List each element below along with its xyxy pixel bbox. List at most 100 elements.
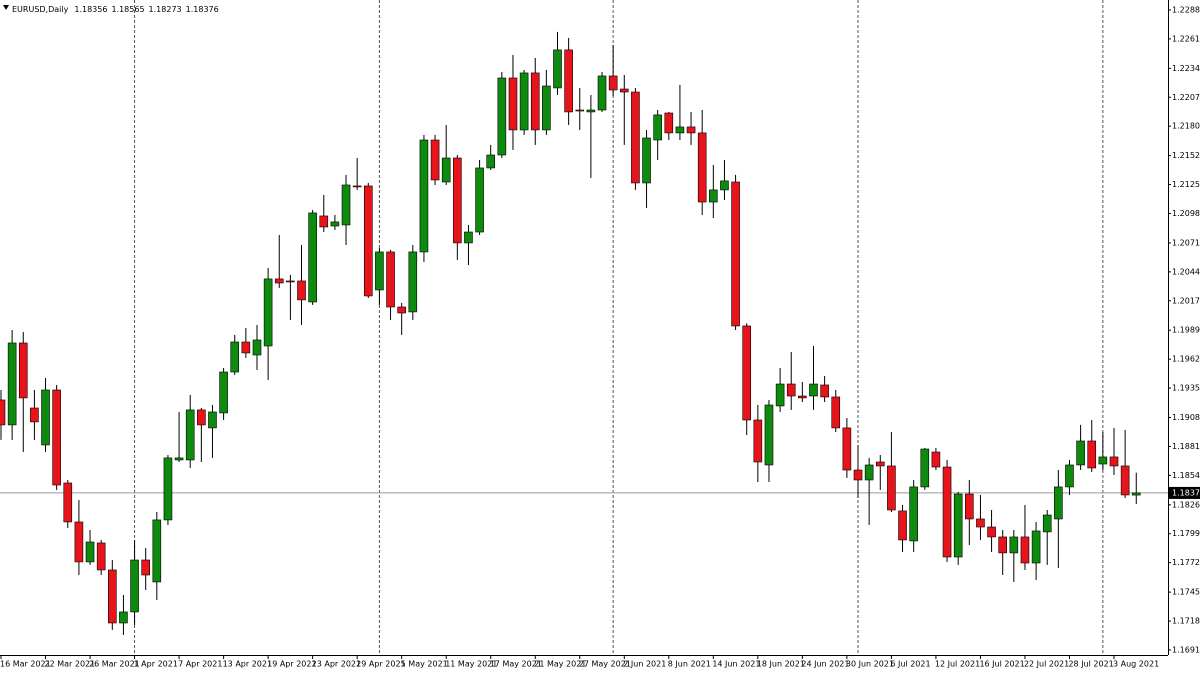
y-tick-label: 1.21525: [1172, 151, 1200, 160]
bull-candle-body: [1054, 486, 1063, 520]
bear-candle-body: [352, 185, 362, 188]
header-high: 1.18565: [111, 5, 144, 14]
bear-candle-body: [619, 88, 629, 93]
bear-candle-body: [831, 396, 841, 429]
bear-candle-body: [30, 407, 39, 423]
y-tick-label: 1.19895: [1172, 326, 1200, 335]
bull-candle-body: [464, 231, 473, 244]
x-tick-label: 14 Jun 2021: [712, 660, 760, 669]
bull-candle-body: [642, 137, 651, 184]
bear-candle-body: [430, 139, 440, 181]
bull-candle-body: [441, 157, 451, 183]
x-tick-label: 22 Mar 2021: [45, 660, 96, 669]
bull-candle-body: [920, 448, 930, 488]
bear-candle-body: [274, 278, 284, 284]
bull-candle-body: [219, 371, 228, 414]
y-tick-label: 1.20985: [1172, 209, 1200, 218]
bull-candle-body: [252, 339, 262, 356]
bull-candle-body: [419, 139, 429, 253]
x-tick-label: 12 Jul 2021: [935, 660, 980, 669]
x-tick-label: 23 Apr 2021: [312, 660, 361, 669]
y-tick-label: 1.22070: [1172, 93, 1200, 102]
bull-candle-body: [230, 341, 240, 373]
bull-candle-body: [130, 559, 139, 613]
bear-candle-body: [74, 521, 84, 563]
bull-candle-body: [709, 189, 718, 203]
bear-candle-body: [942, 466, 952, 558]
bull-candle-body: [475, 167, 484, 233]
bull-candle-body: [7, 342, 17, 426]
bull-candle-body: [1131, 492, 1141, 496]
bull-candle-body: [208, 411, 217, 429]
bear-candle-body: [853, 469, 863, 481]
bear-candle-body: [608, 75, 618, 91]
bear-candle-body: [1109, 456, 1119, 467]
header-low: 1.18273: [149, 5, 182, 14]
bear-candle-body: [397, 306, 406, 314]
bull-candle-body: [174, 457, 184, 461]
bull-candle-body: [1042, 514, 1052, 533]
x-tick-label: 6 Jul 2021: [890, 660, 930, 669]
y-tick-label: 1.19625: [1172, 355, 1200, 364]
bear-candle-body: [931, 451, 941, 468]
x-tick-label: 21 May 2021: [534, 660, 586, 669]
bull-candle-body: [586, 109, 596, 113]
bull-candle-body: [542, 85, 551, 131]
bear-candle-body: [1087, 440, 1097, 469]
bull-candle-body: [41, 389, 50, 446]
bear-candle-body: [96, 542, 106, 571]
y-tick-label: 1.19355: [1172, 384, 1200, 393]
current-price-tag: [1169, 486, 1200, 499]
bear-candle-body: [363, 185, 373, 297]
bear-candle-body: [976, 518, 985, 528]
chart-header: EURUSD,Daily 1.18356 1.18565 1.18273 1.18376: [12, 5, 219, 14]
bull-candle-body: [1009, 536, 1019, 554]
bull-candle-body: [764, 404, 774, 466]
bear-candle-body: [664, 112, 674, 134]
x-tick-label: 22 Jul 2021: [1024, 660, 1069, 669]
current-price-label: 1.18376: [1172, 488, 1200, 497]
x-tick-label: 2 Jun 2021: [623, 660, 666, 669]
bear-candle-body: [286, 280, 295, 283]
collapse-arrow: [3, 5, 9, 10]
bear-candle-body: [564, 49, 573, 113]
y-tick-label: 1.16910: [1172, 645, 1200, 654]
bear-candle-body: [887, 465, 896, 511]
y-tick-label: 1.22885: [1172, 5, 1200, 14]
bear-candle-body: [508, 77, 518, 131]
x-tick-label: 1 Apr 2021: [134, 660, 178, 669]
bull-candle-body: [119, 611, 128, 624]
bull-candle-body: [1098, 456, 1108, 465]
x-tick-label: 28 Jul 2021: [1068, 660, 1113, 669]
bull-candle-body: [553, 49, 562, 89]
bear-candle-body: [0, 399, 6, 426]
x-tick-label: 30 Jun 2021: [846, 660, 894, 669]
bull-candle-body: [85, 541, 95, 563]
y-tick-label: 1.17995: [1172, 529, 1200, 538]
bear-candle-body: [241, 341, 251, 354]
bear-candle-body: [52, 389, 61, 486]
bear-candle-body: [63, 482, 73, 523]
symbol: EURUSD,Daily: [12, 5, 69, 14]
x-tick-label: 8 Jun 2021: [668, 660, 711, 669]
bear-candle-body: [965, 493, 974, 520]
bull-candle-body: [809, 383, 818, 397]
x-tick-label: 19 Apr 2021: [267, 660, 316, 669]
bull-candle-body: [653, 114, 662, 141]
x-tick-label: 13 Apr 2021: [223, 660, 272, 669]
bull-candle-body: [341, 184, 351, 226]
x-tick-label: 17 May 2021: [490, 660, 542, 669]
bull-candle-body: [953, 493, 963, 558]
bear-candle-body: [798, 395, 807, 399]
bull-candle-body: [152, 519, 162, 583]
header-open: 1.18356: [74, 5, 107, 14]
bull-candle-body: [519, 72, 529, 131]
bear-candle-body: [386, 251, 395, 308]
y-tick-label: 1.17450: [1172, 588, 1200, 597]
bear-candle-body: [987, 526, 996, 538]
y-tick-label: 1.22615: [1172, 34, 1200, 43]
x-tick-label: 26 Mar 2021: [89, 660, 140, 669]
x-tick-label: 24 Jun 2021: [801, 660, 849, 669]
bull-candle-body: [185, 409, 195, 461]
